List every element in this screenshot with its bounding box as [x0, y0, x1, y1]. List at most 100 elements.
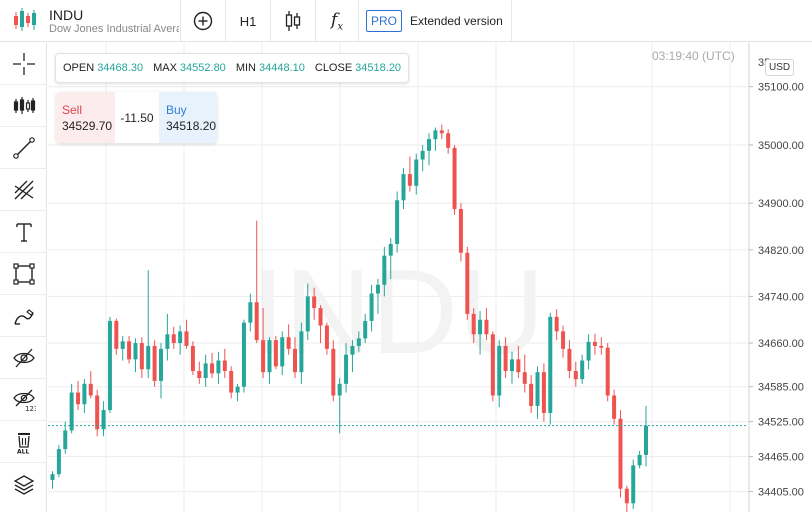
brush-tool-button[interactable]: [0, 295, 47, 337]
trend-line-tool-button[interactable]: [0, 127, 47, 169]
candle: [197, 361, 202, 384]
spread-value: -11.50: [115, 92, 159, 143]
candle: [69, 383, 74, 434]
candle-body: [586, 341, 591, 361]
candle-body: [497, 345, 502, 396]
candle-body: [190, 345, 195, 372]
sell-price: 34529.70: [62, 119, 113, 133]
candle: [554, 309, 559, 341]
hide-labels-button[interactable]: 123: [0, 379, 47, 421]
function-sub: x: [337, 21, 343, 33]
candle-body: [548, 316, 553, 413]
candle-body: [554, 316, 559, 332]
y-tick-label: 34525.00: [758, 417, 804, 429]
candle: [286, 324, 291, 355]
rect-tool-icon: [12, 262, 35, 285]
candle-body: [107, 320, 112, 411]
candle: [573, 361, 578, 387]
candle: [293, 337, 298, 378]
min-value: 34448.10: [258, 62, 305, 74]
symbol-ticker[interactable]: INDU: [49, 7, 84, 23]
candle-body: [158, 348, 163, 381]
candle: [203, 354, 208, 387]
candle: [529, 375, 534, 413]
y-tick-label: 35100.00: [758, 82, 804, 94]
candle: [567, 340, 572, 378]
candle: [235, 383, 240, 402]
candle: [580, 354, 585, 384]
price-chart[interactable]: INDU 34405.0034465.0034525.0034585.00346…: [48, 43, 812, 512]
candle: [229, 366, 234, 399]
candle-body: [120, 341, 125, 349]
candle: [541, 363, 546, 422]
utc-clock: 03:19:40 (UTC): [652, 49, 735, 63]
candle: [612, 389, 617, 425]
candle: [427, 133, 432, 166]
candle-body: [171, 334, 176, 344]
candle-body: [101, 410, 106, 430]
candles-icon: [13, 96, 35, 114]
y-tick-label: 34465.00: [758, 452, 804, 464]
candle-body: [152, 345, 157, 381]
layers-button[interactable]: [0, 463, 47, 505]
candle: [631, 459, 636, 510]
candle: [605, 343, 610, 402]
candle-body: [388, 244, 393, 256]
eye-hide-icon: [12, 348, 35, 367]
toolbar-divider: [315, 0, 316, 42]
sell-button[interactable]: Sell 34529.70: [56, 92, 115, 143]
candle: [618, 410, 623, 498]
candle: [331, 340, 336, 402]
symbol-candles-icon: [14, 8, 36, 31]
candle-body: [203, 363, 208, 378]
min-label: MIN: [235, 62, 256, 74]
candle-body: [618, 418, 623, 489]
candle-body: [337, 383, 342, 396]
candle: [50, 471, 55, 489]
indicators-button[interactable]: fx: [316, 0, 358, 42]
hide-drawings-button[interactable]: [0, 337, 47, 379]
price-axis[interactable]: 34405.00 34465.00 34525.00 34585.00 34660.00…: [749, 57, 804, 499]
candle: [446, 129, 451, 154]
candle-body: [82, 383, 87, 405]
indicators-tool-button[interactable]: [0, 85, 47, 127]
extended-version-button[interactable]: PRO Extended version: [359, 0, 511, 42]
svg-text:123: 123: [25, 405, 36, 412]
y-tick-label: 34405.00: [758, 487, 804, 499]
fib-tool-button[interactable]: [0, 169, 47, 211]
candle-body: [580, 360, 585, 380]
candle: [318, 305, 323, 344]
y-tick-label: 34585.00: [758, 382, 804, 394]
candle-body: [573, 371, 578, 380]
candle-body: [254, 302, 259, 341]
candle: [644, 405, 648, 467]
candle: [254, 220, 259, 344]
candle: [465, 246, 470, 320]
add-symbol-button[interactable]: [181, 0, 225, 42]
chart-type-button[interactable]: [271, 0, 315, 42]
candle: [261, 308, 266, 378]
currency-button[interactable]: USD: [765, 59, 795, 76]
delete-all-button[interactable]: ALL: [0, 421, 47, 463]
candle: [478, 311, 483, 355]
candle-body: [516, 359, 521, 373]
open-value: 34468.30: [97, 62, 144, 74]
crosshair-tool-button[interactable]: [0, 43, 47, 85]
candle-body: [331, 348, 336, 396]
candle-body: [401, 174, 406, 201]
candle-body: [56, 449, 61, 475]
candle: [152, 340, 157, 387]
candle: [503, 337, 508, 378]
sell-label: Sell: [62, 103, 83, 117]
candle-body: [356, 338, 361, 346]
symbol-description[interactable]: Dow Jones Industrial Average: [49, 23, 179, 35]
timeframe-button[interactable]: H1: [239, 13, 257, 29]
text-tool-button[interactable]: [0, 211, 47, 253]
candle: [458, 203, 463, 262]
toolbar-divider: [358, 0, 359, 42]
candle-body: [382, 255, 387, 285]
candle-body: [146, 345, 151, 370]
buy-button[interactable]: Buy 34518.20: [159, 92, 217, 143]
candle-body: [305, 296, 310, 332]
rectangle-tool-button[interactable]: [0, 253, 47, 295]
